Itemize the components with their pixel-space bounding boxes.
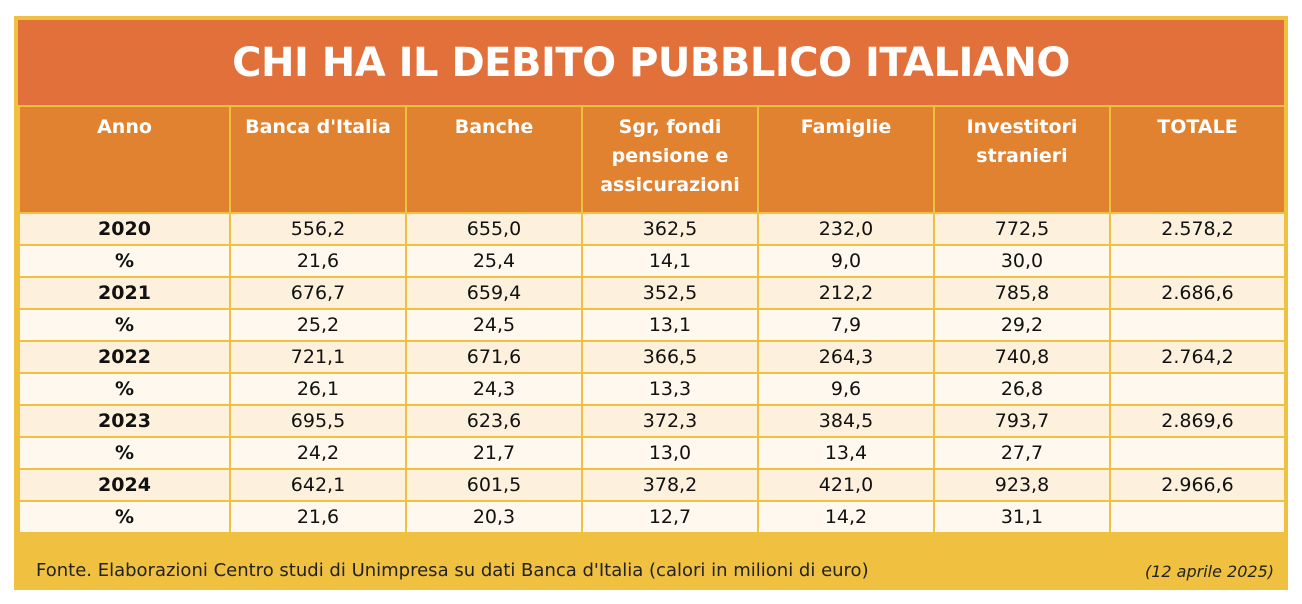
cell: 24,5 — [405, 308, 583, 342]
cell: 2.966,6 — [1109, 468, 1286, 502]
cell: 923,8 — [933, 468, 1111, 502]
table-row: % 21,6 25,4 14,1 9,0 30,0 — [18, 244, 1286, 278]
cell: 27,7 — [933, 436, 1111, 470]
cell: 212,2 — [757, 276, 935, 310]
column-header: Banca d'Italia — [229, 105, 407, 214]
source-note: Fonte. Elaborazioni Centro studi di Unim… — [36, 560, 869, 581]
cell: 785,8 — [933, 276, 1111, 310]
column-header: Anno — [18, 105, 231, 214]
cell: 2.764,2 — [1109, 340, 1286, 374]
cell: 264,3 — [757, 340, 935, 374]
cell: 384,5 — [757, 404, 935, 438]
table-body: 2020 556,2 655,0 362,5 232,0 772,5 2.578,2% 21,… — [18, 212, 1286, 534]
cell: 13,0 — [581, 436, 759, 470]
table-row: 2024 642,1 601,5 378,2 421,0 923,8 2.966,6 — [18, 468, 1286, 502]
row-label: % — [18, 372, 231, 406]
cell: 9,6 — [757, 372, 935, 406]
title: CHI HA IL DEBITO PUBBLICO ITALIANO — [18, 20, 1284, 105]
row-label: 2023 — [18, 404, 231, 438]
table-row: % 21,6 20,3 12,7 14,2 31,1 — [18, 500, 1286, 534]
cell: 366,5 — [581, 340, 759, 374]
cell: 695,5 — [229, 404, 407, 438]
row-label: % — [18, 500, 231, 534]
table-row: 2020 556,2 655,0 362,5 232,0 772,5 2.578,2 — [18, 212, 1286, 246]
cell: 13,1 — [581, 308, 759, 342]
cell: 2.578,2 — [1109, 212, 1286, 246]
cell: 14,2 — [757, 500, 935, 534]
table-row: % 24,2 21,7 13,0 13,4 27,7 — [18, 436, 1286, 470]
cell: 7,9 — [757, 308, 935, 342]
cell: 13,3 — [581, 372, 759, 406]
cell: 676,7 — [229, 276, 407, 310]
row-label: % — [18, 244, 231, 278]
table-row: 2021 676,7 659,4 352,5 212,2 785,8 2.686,6 — [18, 276, 1286, 310]
cell — [1109, 244, 1286, 278]
cell: 659,4 — [405, 276, 583, 310]
cell: 26,1 — [229, 372, 407, 406]
cell: 26,8 — [933, 372, 1111, 406]
cell — [1109, 372, 1286, 406]
cell: 13,4 — [757, 436, 935, 470]
cell: 20,3 — [405, 500, 583, 534]
cell: 232,0 — [757, 212, 935, 246]
column-header: Famiglie — [757, 105, 935, 214]
cell: 12,7 — [581, 500, 759, 534]
cell: 671,6 — [405, 340, 583, 374]
cell: 9,0 — [757, 244, 935, 278]
cell: 24,3 — [405, 372, 583, 406]
cell: 642,1 — [229, 468, 407, 502]
row-label: 2022 — [18, 340, 231, 374]
cell: 721,1 — [229, 340, 407, 374]
date-note: (12 aprile 2025) — [1144, 562, 1274, 581]
column-header: Investitori stranieri — [933, 105, 1111, 214]
cell: 25,2 — [229, 308, 407, 342]
row-label: % — [18, 436, 231, 470]
cell: 31,1 — [933, 500, 1111, 534]
cell: 601,5 — [405, 468, 583, 502]
column-header: Sgr, fondi pensione e assicurazioni — [581, 105, 759, 214]
cell: 372,3 — [581, 404, 759, 438]
cell: 378,2 — [581, 468, 759, 502]
cell: 14,1 — [581, 244, 759, 278]
cell: 793,7 — [933, 404, 1111, 438]
cell: 21,6 — [229, 500, 407, 534]
row-label: 2021 — [18, 276, 231, 310]
header-row: Anno Banca d'Italia Banche Sgr, fondi pensi… — [18, 105, 1286, 214]
cell — [1109, 436, 1286, 470]
cell: 623,6 — [405, 404, 583, 438]
table-row: % 26,1 24,3 13,3 9,6 26,8 — [18, 372, 1286, 406]
cell: 362,5 — [581, 212, 759, 246]
cell: 2.686,6 — [1109, 276, 1286, 310]
cell: 352,5 — [581, 276, 759, 310]
row-label: % — [18, 308, 231, 342]
cell — [1109, 500, 1286, 534]
cell: 421,0 — [757, 468, 935, 502]
cell — [1109, 308, 1286, 342]
row-label: 2024 — [18, 468, 231, 502]
cell: 2.869,6 — [1109, 404, 1286, 438]
cell: 24,2 — [229, 436, 407, 470]
cell: 30,0 — [933, 244, 1111, 278]
data-table: Anno Banca d'Italia Banche Sgr, fondi pensi… — [18, 105, 1286, 534]
table-row: 2023 695,5 623,6 372,3 384,5 793,7 2.869,6 — [18, 404, 1286, 438]
cell: 29,2 — [933, 308, 1111, 342]
column-header: TOTALE — [1109, 105, 1286, 214]
cell: 740,8 — [933, 340, 1111, 374]
table-row: % 25,2 24,5 13,1 7,9 29,2 — [18, 308, 1286, 342]
table-row: 2022 721,1 671,6 366,5 264,3 740,8 2.764,2 — [18, 340, 1286, 374]
cell: 21,7 — [405, 436, 583, 470]
cell: 655,0 — [405, 212, 583, 246]
cell: 772,5 — [933, 212, 1111, 246]
cell: 21,6 — [229, 244, 407, 278]
cell: 556,2 — [229, 212, 407, 246]
cell: 25,4 — [405, 244, 583, 278]
row-label: 2020 — [18, 212, 231, 246]
column-header: Banche — [405, 105, 583, 214]
